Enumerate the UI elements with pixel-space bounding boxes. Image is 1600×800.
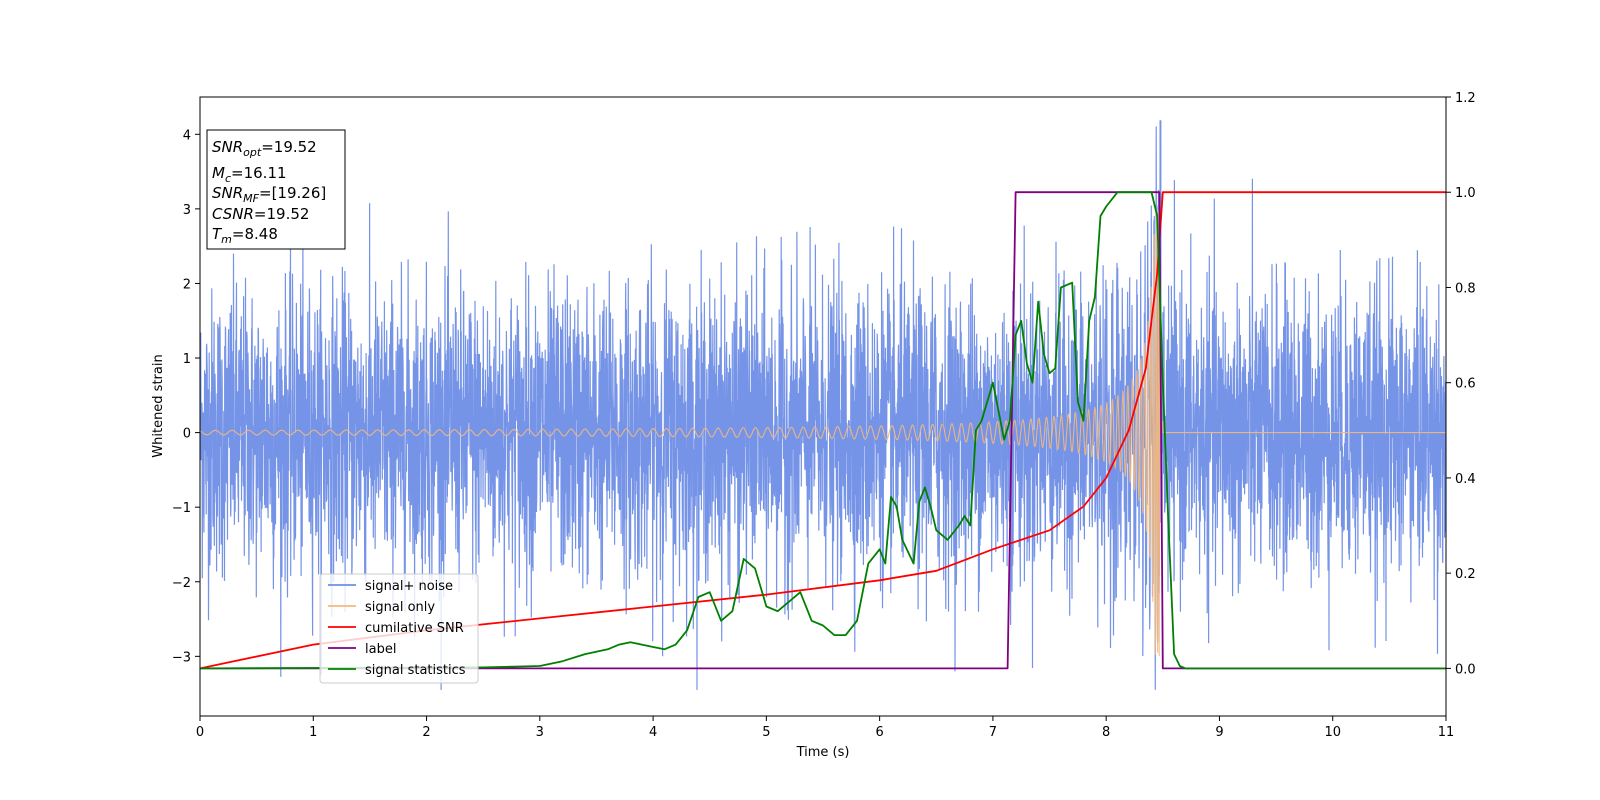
x-tick-label: 6 bbox=[875, 725, 883, 740]
plot-frame bbox=[199, 96, 1447, 717]
right-axis-series bbox=[200, 191, 1446, 670]
annotation-line-tm: Tm=8.48 bbox=[212, 225, 278, 246]
x-tick-label: 4 bbox=[649, 725, 657, 740]
y-left-tick-label: 1 bbox=[183, 352, 191, 367]
signal-only-line bbox=[200, 209, 1446, 657]
y-right-tick-label: 0.4 bbox=[1455, 472, 1476, 487]
y-axis-label: Whitened strain bbox=[151, 354, 166, 457]
x-axis-ticks: 0 1 2 3 4 5 6 7 8 9 10 11 bbox=[196, 716, 1454, 740]
annotation-line-snr-mf: SNRMF=[19.26] bbox=[212, 184, 326, 205]
annotation-line-csnr: CSNR=19.52 bbox=[212, 205, 309, 223]
y-right-tick-label: 1.0 bbox=[1455, 186, 1476, 201]
x-tick-label: 3 bbox=[536, 725, 544, 740]
legend-label-signal-only: signal only bbox=[365, 600, 435, 615]
legend-label-signal-noise: signal+ noise bbox=[365, 579, 453, 594]
y-right-axis-ticks: 0.0 0.2 0.4 0.6 0.8 1.0 1.2 bbox=[1446, 91, 1476, 677]
legend-label-signal-statistics: signal statistics bbox=[365, 663, 466, 678]
y-left-tick-label: −2 bbox=[172, 576, 191, 591]
y-left-tick-label: 2 bbox=[183, 277, 191, 292]
y-left-axis-ticks: −3 −2 −1 0 1 2 3 4 bbox=[172, 128, 200, 665]
x-tick-label: 7 bbox=[989, 725, 997, 740]
y-left-tick-label: 3 bbox=[183, 203, 191, 218]
y-left-tick-label: −1 bbox=[172, 501, 191, 516]
x-tick-label: 1 bbox=[309, 725, 317, 740]
y-left-tick-label: 0 bbox=[183, 427, 191, 442]
cumulative-snr-line bbox=[200, 191, 1446, 670]
annotation-frame bbox=[206, 129, 346, 250]
signal-only-series bbox=[200, 209, 1446, 657]
x-axis-label: Time (s) bbox=[796, 745, 850, 760]
legend-frame bbox=[319, 573, 479, 684]
x-tick-label: 2 bbox=[422, 725, 430, 740]
legend-label-label: label bbox=[365, 642, 396, 657]
y-left-tick-label: 4 bbox=[183, 128, 191, 143]
signal-statistics-line bbox=[200, 191, 1446, 670]
annotation-line-mc: Mc=16.11 bbox=[212, 164, 287, 185]
legend-label-cumulative-snr: cumilative SNR bbox=[365, 621, 464, 636]
y-left-tick-label: −3 bbox=[172, 650, 191, 665]
y-right-tick-label: 0.2 bbox=[1455, 567, 1476, 582]
y-right-tick-label: 1.2 bbox=[1455, 91, 1476, 106]
y-right-tick-label: 0.6 bbox=[1455, 377, 1476, 392]
x-tick-label: 5 bbox=[762, 725, 770, 740]
x-tick-label: 11 bbox=[1438, 725, 1455, 740]
legend: signal+ noise signal only cumilative SNR… bbox=[319, 573, 479, 684]
x-tick-label: 9 bbox=[1215, 725, 1223, 740]
y-right-tick-label: 0.0 bbox=[1455, 662, 1476, 677]
x-tick-label: 8 bbox=[1102, 725, 1110, 740]
x-tick-label: 10 bbox=[1324, 725, 1341, 740]
annotation-line-snr-opt: SNRopt=19.52 bbox=[212, 138, 317, 159]
annotation-box: SNRopt=19.52 Mc=16.11 SNRMF=[19.26] CSNR… bbox=[206, 129, 346, 250]
x-tick-label: 0 bbox=[196, 725, 204, 740]
y-right-tick-label: 0.8 bbox=[1455, 281, 1476, 296]
